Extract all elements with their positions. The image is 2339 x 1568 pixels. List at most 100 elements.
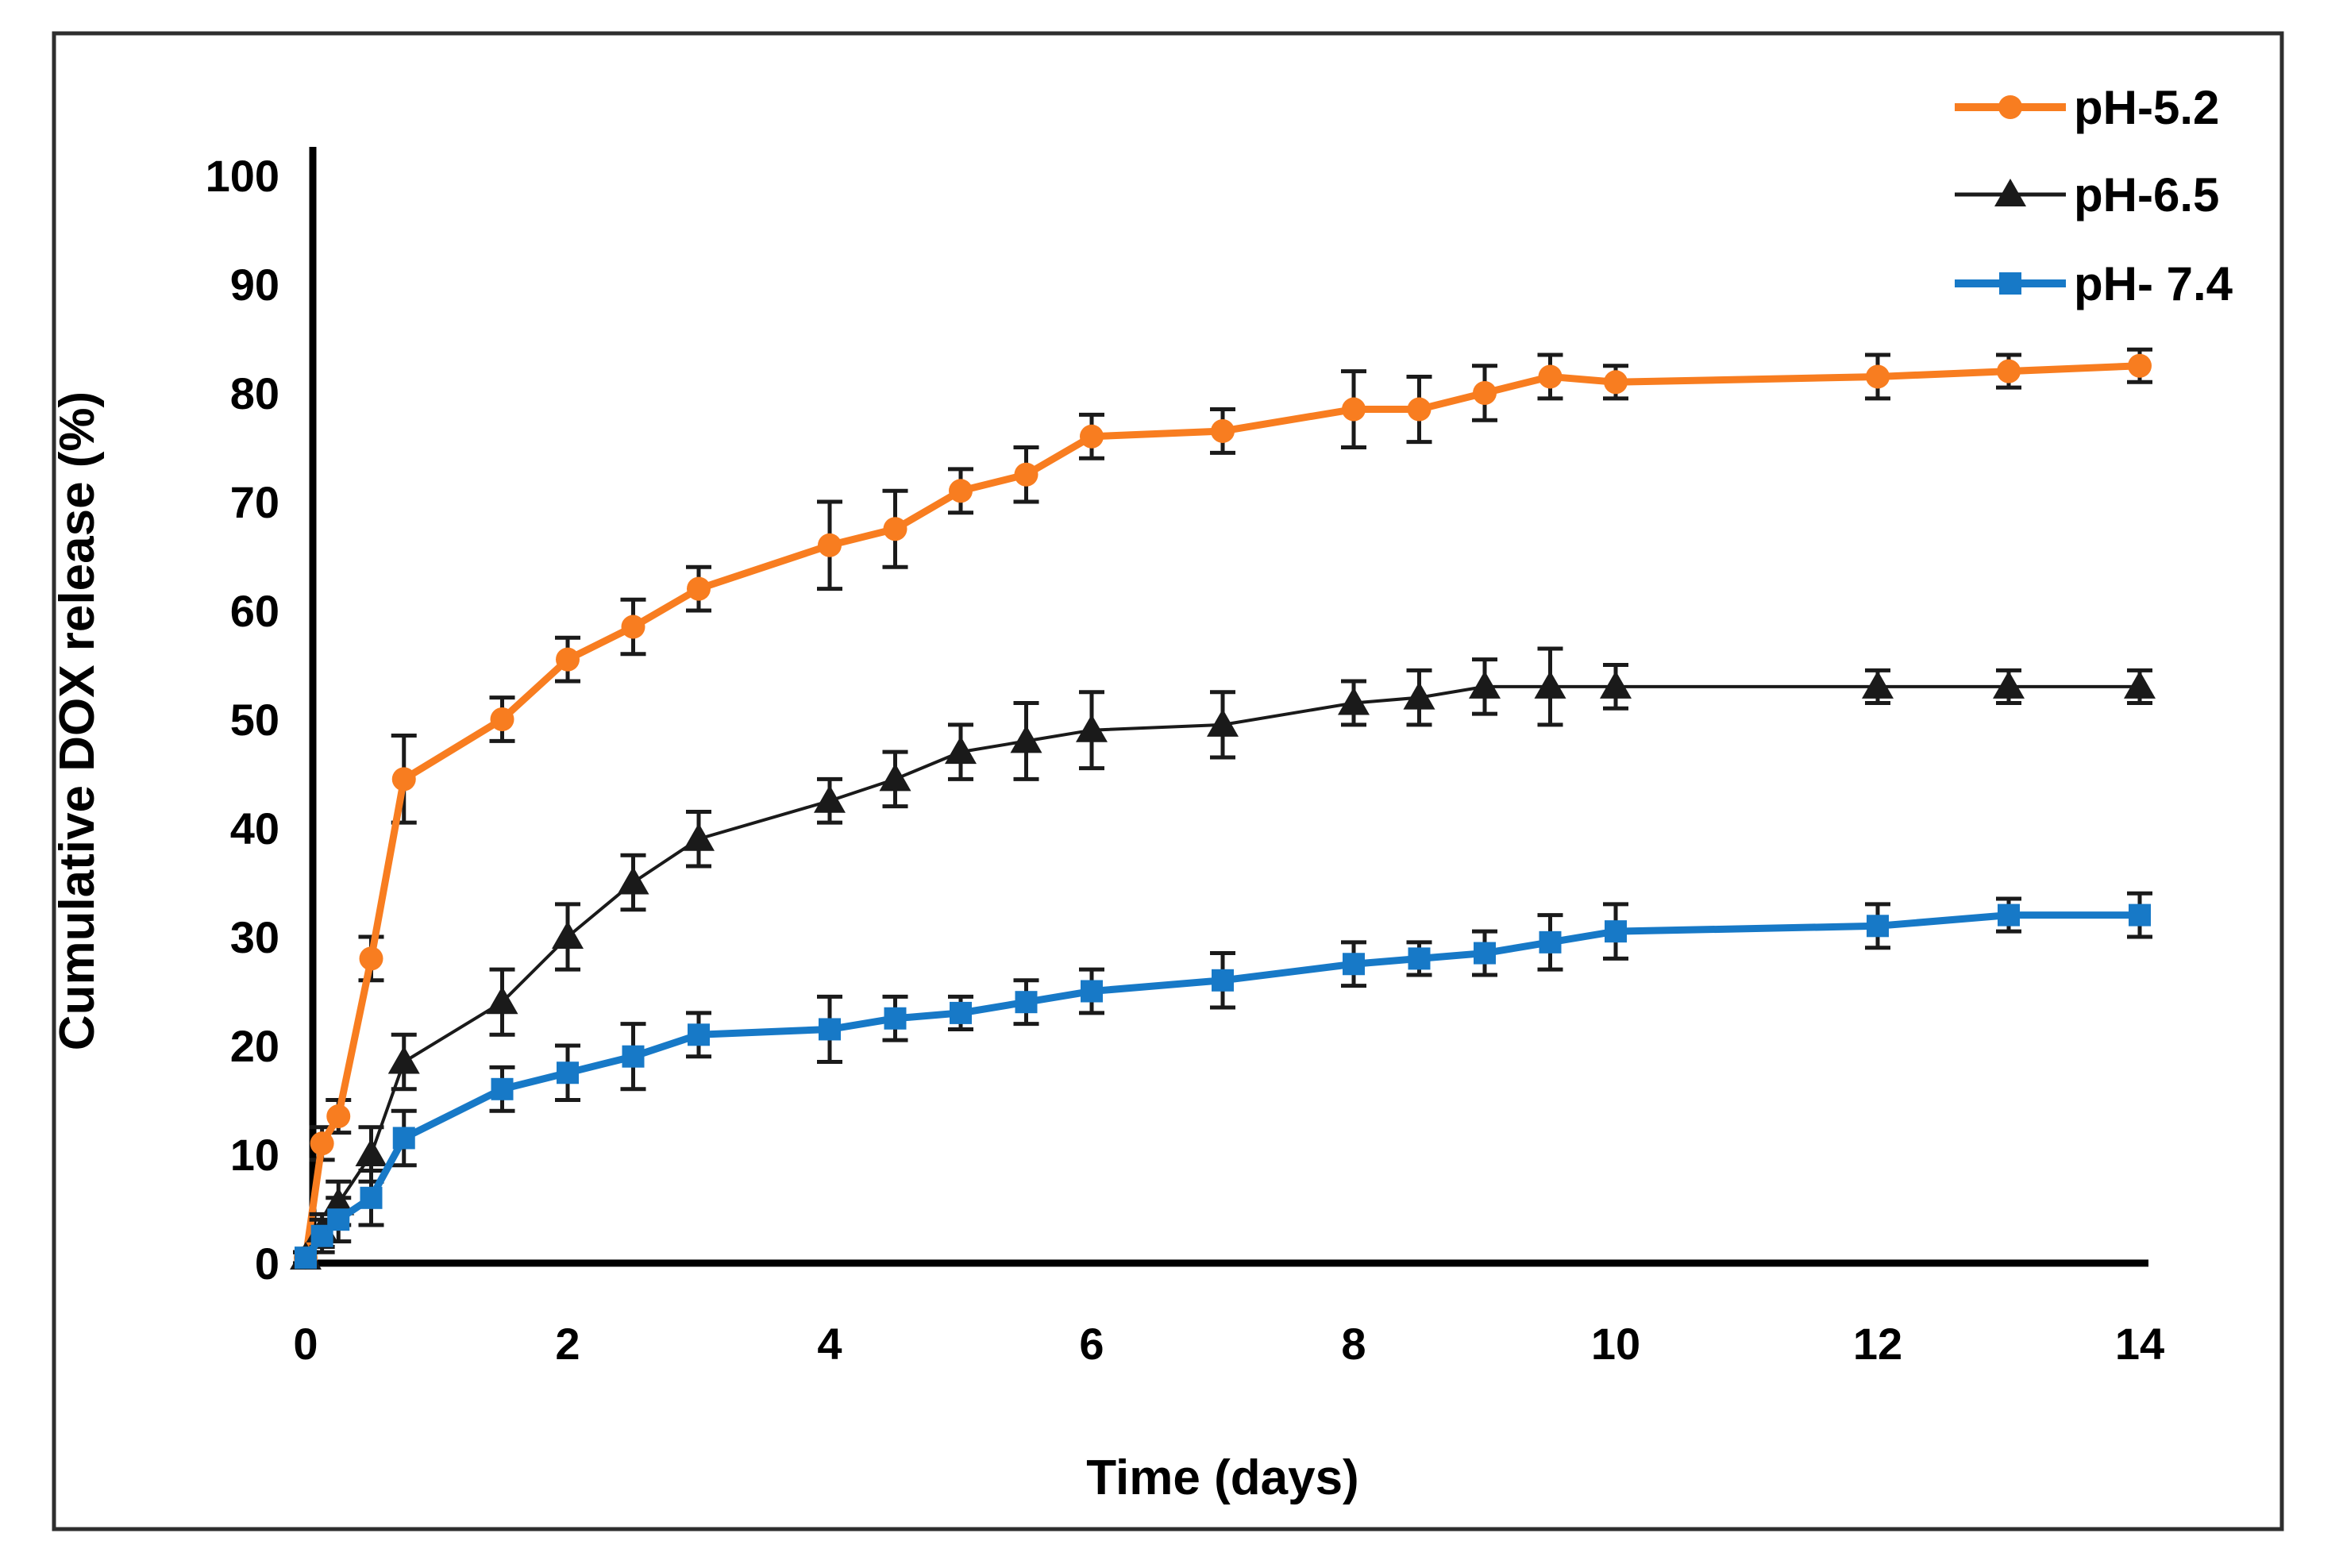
data-point-marker (1207, 708, 1239, 737)
data-point-marker (1014, 462, 1038, 487)
data-point-marker (884, 1007, 907, 1030)
data-point-marker (1081, 980, 1103, 1003)
data-point-marker (688, 1023, 710, 1046)
data-point-marker (355, 1138, 387, 1166)
data-point-marker (1212, 969, 1234, 992)
legend-label: pH-5.2 (2074, 81, 2219, 134)
data-point-marker (1343, 953, 1365, 976)
y-axis-title: Cumulative DOX release (%) (50, 391, 105, 1050)
legend-marker-square (1999, 272, 2021, 295)
y-tick-label: 40 (230, 803, 279, 853)
series-pH-7.4 (293, 891, 2152, 1269)
legend-entry-pH-6.5: pH-6.5 (1955, 168, 2219, 222)
data-point-marker (1604, 370, 1628, 395)
data-point-marker (1600, 670, 1632, 699)
data-point-marker (622, 1045, 645, 1068)
data-point-marker (949, 479, 973, 503)
data-point-marker (818, 533, 842, 557)
data-point-marker (1408, 947, 1431, 970)
data-point-marker (950, 1001, 972, 1024)
data-point-marker (1010, 725, 1042, 753)
data-point-marker (387, 1046, 420, 1074)
data-point-marker (1342, 397, 1366, 422)
data-point-marker (945, 736, 977, 765)
data-point-marker (486, 986, 518, 1015)
y-tick-label: 60 (230, 586, 279, 636)
data-point-marker (326, 1104, 351, 1129)
data-point-marker (687, 576, 711, 601)
data-point-marker (1862, 670, 1894, 699)
data-point-marker (1338, 687, 1370, 715)
legend-entry-pH-7.4: pH- 7.4 (1955, 257, 2233, 310)
data-point-marker (552, 921, 584, 949)
data-point-marker (1605, 920, 1627, 943)
y-tick-label: 0 (255, 1239, 279, 1289)
y-tick-label: 50 (230, 695, 279, 745)
data-point-marker (491, 1077, 514, 1100)
data-point-marker (490, 707, 514, 731)
data-point-marker (617, 866, 649, 895)
x-tick-label: 0 (293, 1319, 318, 1369)
y-tick-label: 90 (230, 260, 279, 310)
data-point-marker (1534, 670, 1566, 699)
data-point-marker (1998, 903, 2020, 927)
data-point-marker (1407, 397, 1432, 422)
data-point-marker (1867, 915, 1889, 938)
data-point-marker (621, 614, 645, 639)
x-axis-title: Time (days) (1086, 1450, 1358, 1505)
y-tick-label: 10 (230, 1130, 279, 1180)
data-point-marker (1015, 991, 1038, 1014)
data-point-marker (879, 763, 911, 792)
data-point-marker (1076, 714, 1108, 742)
figure-border (52, 31, 2284, 1531)
data-point-marker (819, 1018, 841, 1041)
legend-label: pH- 7.4 (2074, 257, 2233, 310)
data-point-marker (1469, 670, 1501, 699)
x-tick-label: 8 (1341, 1319, 1366, 1369)
x-tick-label: 6 (1079, 1319, 1104, 1369)
y-tick-label: 20 (230, 1021, 279, 1071)
data-point-marker (1538, 364, 1563, 389)
data-point-marker (557, 1061, 579, 1085)
y-tick-label: 80 (230, 368, 279, 418)
data-point-marker (1993, 670, 2025, 699)
data-point-marker (392, 1127, 415, 1150)
data-point-marker (327, 1208, 350, 1231)
data-point-marker (2128, 353, 2152, 378)
data-point-marker (359, 946, 383, 971)
data-point-marker (391, 767, 416, 792)
data-point-marker (310, 1131, 334, 1156)
legend: pH-5.2 pH-6.5 pH- 7.4 (1955, 81, 2233, 310)
data-point-marker (1474, 942, 1496, 965)
data-point-marker (556, 647, 580, 672)
data-point-marker (360, 1186, 383, 1209)
data-point-marker (1866, 364, 1890, 389)
data-point-marker (814, 784, 846, 813)
x-tick-label: 14 (2115, 1319, 2164, 1369)
legend-label: pH-6.5 (2074, 168, 2219, 222)
data-point-marker (295, 1246, 317, 1269)
data-point-marker (1211, 418, 1235, 443)
data-point-marker (1080, 424, 1104, 449)
y-tick-label: 100 (206, 151, 279, 201)
data-point-marker (2129, 903, 2151, 927)
y-tick-label: 70 (230, 477, 279, 527)
data-point-marker (1403, 681, 1435, 710)
x-tick-label: 12 (1853, 1319, 1902, 1369)
y-tick-label: 30 (230, 912, 279, 962)
data-point-marker (1473, 381, 1497, 405)
data-point-marker (1997, 359, 2021, 383)
data-point-marker (2124, 670, 2156, 699)
legend-marker-triangle (1994, 179, 2026, 206)
x-tick-label: 10 (1591, 1319, 1640, 1369)
data-point-marker (683, 823, 715, 851)
x-tick-label: 2 (555, 1319, 580, 1369)
data-point-marker (883, 517, 907, 541)
data-point-marker (1539, 930, 1562, 954)
x-tick-label: 4 (817, 1319, 842, 1369)
legend-entry-pH-5.2: pH-5.2 (1955, 81, 2219, 134)
legend-marker-circle (1998, 95, 2022, 119)
